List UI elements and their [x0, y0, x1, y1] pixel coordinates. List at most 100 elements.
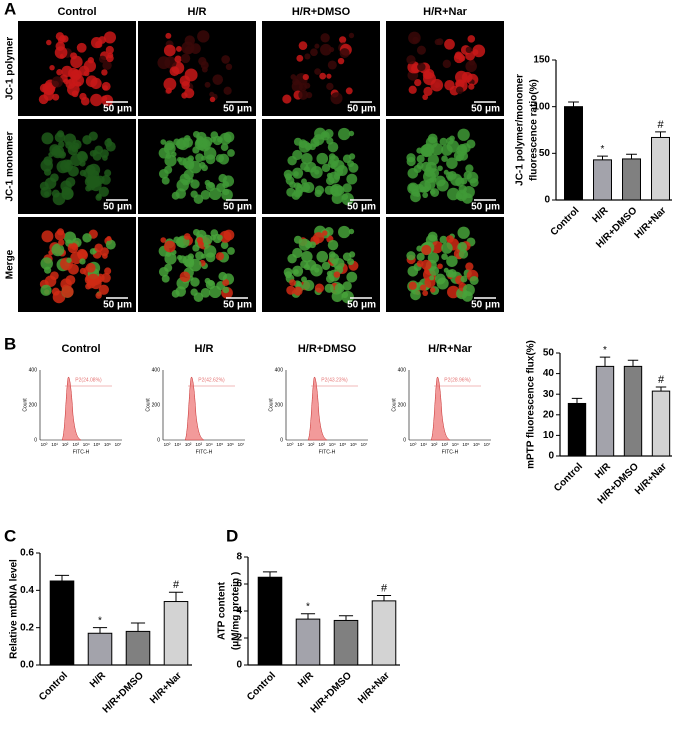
cell: [437, 263, 443, 270]
cell: [215, 252, 225, 261]
cell: [416, 245, 423, 252]
cell: [410, 289, 421, 301]
cell: [430, 78, 444, 92]
cell: [222, 188, 230, 196]
cell: [282, 94, 292, 104]
cell: [163, 142, 176, 155]
cell: [58, 239, 65, 246]
micrograph: [18, 119, 136, 214]
error-bar: [626, 153, 637, 159]
flow-x-tick: 10⁷: [361, 442, 368, 447]
flow-x-tick: 10³: [441, 442, 448, 447]
y-tick-label: 0.0: [20, 660, 34, 671]
cell: [41, 230, 54, 243]
cell: [215, 154, 225, 163]
cell: [309, 241, 316, 249]
y-axis-label: mPTP fluorescence flux(%): [526, 340, 537, 469]
cell: [333, 271, 341, 278]
error-bar: [92, 627, 108, 634]
cell: [421, 244, 432, 255]
scale-bar-label: 50 μm: [347, 104, 376, 115]
flow-y-label: Count: [391, 398, 397, 412]
cell: [101, 175, 111, 185]
cell: [325, 176, 335, 186]
flow-x-label: FITC-H: [196, 449, 213, 455]
cell: [287, 253, 297, 264]
cell: [164, 154, 177, 167]
cell: [106, 236, 112, 242]
cell: [87, 273, 100, 287]
cell: [195, 251, 204, 260]
cell: [192, 146, 200, 154]
cell: [429, 168, 440, 178]
cell: [309, 143, 316, 151]
scale-bar-label: 50 μm: [223, 300, 252, 311]
x-tick-label: Control: [245, 670, 278, 703]
cell: [320, 43, 332, 56]
flow-x-tick: 10⁷: [484, 442, 491, 447]
cell: [175, 45, 182, 52]
cell: [422, 290, 429, 297]
y-tick-label: 8: [236, 552, 242, 563]
cell: [469, 275, 479, 285]
cell: [339, 48, 350, 59]
micrograph: [18, 217, 136, 312]
cell: [207, 280, 215, 287]
cell: [310, 48, 318, 57]
cell: [209, 91, 215, 97]
x-tick-label: H/R+DMSO: [309, 670, 354, 715]
flow-x-tick: 10⁶: [227, 442, 234, 447]
cell: [85, 75, 98, 88]
cell: [179, 173, 191, 185]
flow-y-tick: 0: [157, 437, 160, 443]
cell: [79, 258, 86, 265]
cell: [324, 185, 334, 195]
flow-x-tick: 10²: [431, 442, 438, 447]
cell: [337, 225, 351, 239]
cell: [465, 164, 474, 173]
flow-x-tick: 10⁷: [238, 442, 245, 447]
cell: [40, 186, 52, 198]
cell: [201, 66, 208, 73]
cell: [427, 133, 438, 144]
cell: [298, 41, 308, 50]
cell: [301, 178, 307, 185]
cell: [314, 169, 320, 175]
cell: [319, 72, 327, 80]
cell: [314, 267, 320, 273]
cell: [298, 238, 311, 251]
bar: [651, 136, 670, 201]
error-bar: [655, 386, 667, 392]
flow-y-tick: 200: [275, 402, 284, 408]
cell: [419, 186, 427, 193]
cell: [196, 236, 203, 244]
flow-x-tick: 10⁴: [83, 442, 90, 447]
cell: [90, 93, 103, 107]
flow-y-tick: 400: [152, 367, 161, 373]
flow-y-tick: 200: [152, 402, 161, 408]
cell: [197, 30, 210, 43]
cell: [419, 284, 427, 291]
cell: [51, 76, 63, 88]
cell: [202, 136, 213, 147]
flow-x-tick: 10⁵: [216, 442, 223, 447]
cell: [82, 135, 92, 145]
cell: [46, 39, 52, 46]
cell: [50, 271, 59, 281]
cell: [160, 237, 167, 243]
flow-x-tick: 10⁵: [339, 442, 346, 447]
cell: [105, 239, 116, 250]
panel-label: A: [4, 0, 16, 18]
cell: [71, 244, 78, 250]
flow-x-tick: 10⁰: [164, 442, 171, 447]
flow-y-tick: 400: [398, 367, 407, 373]
row-label: JC-1 monomer: [5, 131, 16, 201]
cell: [429, 275, 435, 281]
micrograph: [18, 21, 136, 116]
cell: [416, 147, 423, 154]
flow-x-tick: 10¹: [420, 442, 427, 447]
bar: [623, 365, 643, 457]
x-tick-label: Control: [552, 461, 585, 494]
column-header: H/R+DMSO: [292, 6, 351, 18]
cell: [183, 135, 191, 142]
